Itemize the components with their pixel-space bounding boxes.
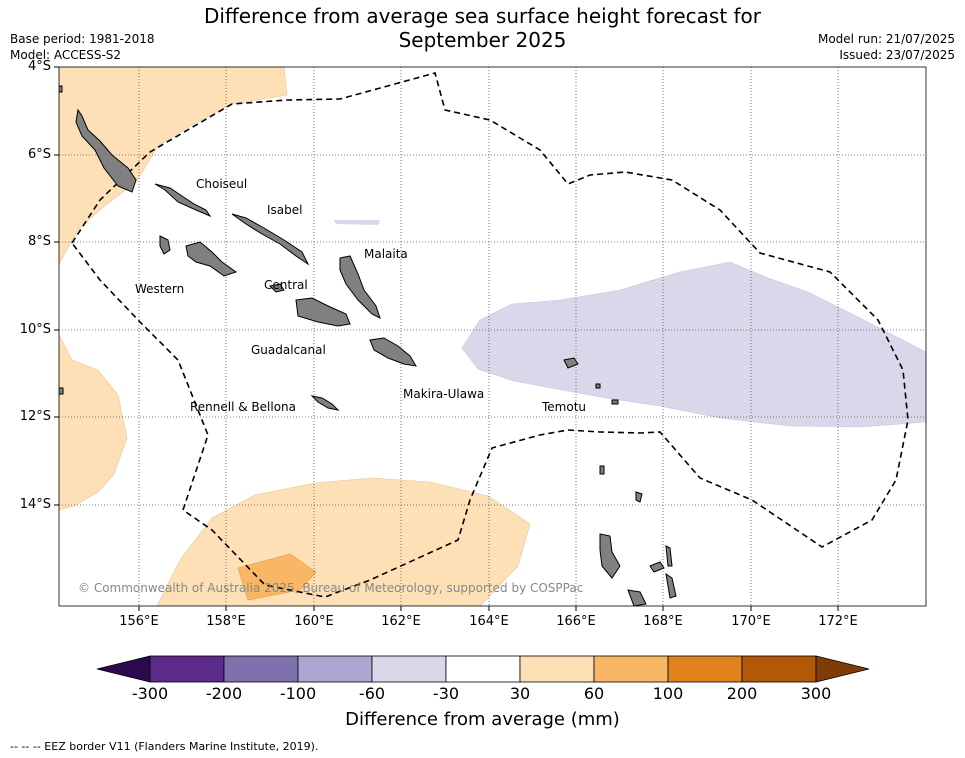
place-label-temotu: Temotu <box>542 400 587 414</box>
island-rennell <box>310 395 340 411</box>
lon-label-156e: 156°E <box>119 614 159 629</box>
colorbar-tick-30: 30 <box>509 684 531 703</box>
lon-label-158e: 158°E <box>206 614 246 629</box>
meta-right: Model run: 21/07/2025 Issued: 23/07/2025 <box>818 31 955 63</box>
anomaly-positive-northwest <box>59 67 288 265</box>
map-frame <box>58 66 927 607</box>
model-name: Model: ACCESS-S2 <box>10 48 122 62</box>
colorbar-bin-7 <box>593 655 669 683</box>
colorbar-bin-6 <box>519 655 595 683</box>
land-masses <box>59 85 677 606</box>
meta-left: Base period: 1981-2018 Model: ACCESS-S2 <box>10 31 155 63</box>
axis-ticks <box>54 66 839 611</box>
island-ambae <box>649 561 665 573</box>
island-espiritu-santo <box>599 533 621 579</box>
title-line-2: September 2025 <box>398 28 567 52</box>
anomaly-negative-small <box>334 220 380 225</box>
colorbar-tick-m300: -300 <box>131 684 169 703</box>
lon-label-172e: 172°E <box>818 614 858 629</box>
lon-label-160e: 160°E <box>294 614 334 629</box>
island-torres <box>599 465 605 475</box>
colorbar-tick-m200: -200 <box>205 684 243 703</box>
colorbar-tick-m30: -30 <box>432 684 460 703</box>
island-bougainville <box>75 108 137 193</box>
lon-label-170e: 170°E <box>731 614 771 629</box>
island-malaita <box>339 255 381 319</box>
anomaly-positive-west <box>59 334 128 511</box>
island-new-georgia <box>185 241 238 277</box>
lon-label-164e: 164°E <box>469 614 509 629</box>
island-florida <box>268 283 285 293</box>
title-line-1: Difference from average sea surface heig… <box>203 4 762 28</box>
lon-label-168e: 168°E <box>643 614 683 629</box>
lat-label-8s: 8°S <box>27 234 51 249</box>
island-isabel <box>231 213 310 266</box>
grid-lines <box>59 67 926 606</box>
colorbar-tick-300: 300 <box>800 684 832 703</box>
base-period: Base period: 1981-2018 <box>10 32 155 46</box>
lon-label-162e: 162°E <box>381 614 421 629</box>
lat-label-14s: 14°S <box>19 497 51 512</box>
island-nendo <box>563 357 579 369</box>
place-label-western: Western <box>135 282 185 296</box>
island-banks <box>635 491 643 503</box>
anomaly-negative-east <box>461 261 926 428</box>
island-buka <box>59 85 63 93</box>
colorbar-min-arrow <box>96 655 151 683</box>
eez-border <box>71 72 909 598</box>
colorbar-label: Difference from average (mm) <box>345 709 620 730</box>
island-vella-lavella <box>159 235 171 255</box>
lat-label-4s: 4°S <box>27 59 51 74</box>
place-label-choiseul: Choiseul <box>196 177 248 191</box>
place-label-central: Central <box>264 278 308 292</box>
island-maewo <box>665 545 673 567</box>
colorbar-tick-m60: -60 <box>358 684 386 703</box>
colorbar-bin-8 <box>667 655 743 683</box>
colorbar-bin-3 <box>297 655 373 683</box>
island-pentecost <box>665 572 677 599</box>
colorbar-bin-1 <box>149 655 225 683</box>
colorbar-bin-9 <box>741 655 817 683</box>
island-west-edge <box>59 387 64 395</box>
copyright-notice: © Commonwealth of Australia 2025, Bureau… <box>78 581 584 595</box>
chart-title: Difference from average sea surface heig… <box>0 4 965 52</box>
island-choiseul <box>154 183 212 218</box>
issued-date: Issued: 23/07/2025 <box>839 48 955 62</box>
place-label-makira-ulawa: Makira-Ulawa <box>403 387 485 401</box>
colorbar-tick-100: 100 <box>652 684 684 703</box>
colorbar-tick-200: 200 <box>726 684 758 703</box>
colorbar <box>96 655 870 683</box>
island-utupua <box>595 383 601 389</box>
place-label-rennell-bellona: Rennell & Bellona <box>190 400 297 414</box>
lon-label-166e: 166°E <box>556 614 596 629</box>
island-guadalcanal <box>295 297 351 327</box>
island-malakula <box>627 589 647 606</box>
colorbar-tick-m100: -100 <box>279 684 317 703</box>
place-label-malaita: Malaita <box>364 247 408 261</box>
island-vanikoro <box>611 399 619 405</box>
eez-legend-note: -- -- -- EEZ border V11 (Flanders Marine… <box>10 740 319 753</box>
place-label-guadalcanal: Guadalcanal <box>251 343 326 357</box>
place-label-isabel: Isabel <box>267 203 303 217</box>
colorbar-bin-2 <box>223 655 299 683</box>
lat-label-10s: 10°S <box>19 322 51 337</box>
colorbar-bin-4 <box>371 655 447 683</box>
colorbar-bin-5 <box>445 655 521 683</box>
colorbar-max-arrow <box>815 655 870 683</box>
lat-label-12s: 12°S <box>19 409 51 424</box>
model-run: Model run: 21/07/2025 <box>817 32 955 46</box>
anomaly-positive-south-strong <box>237 553 317 601</box>
island-makira <box>369 337 417 367</box>
lat-label-6s: 6°S <box>27 147 51 162</box>
colorbar-tick-60: 60 <box>583 684 605 703</box>
